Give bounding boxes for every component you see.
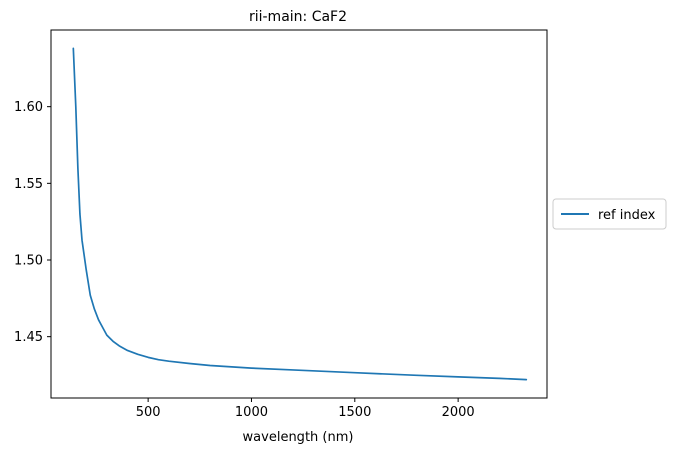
y-tick-label: 1.45: [14, 330, 43, 345]
legend-label: ref index: [598, 208, 656, 223]
y-tick-label: 1.60: [14, 100, 43, 115]
legend: ref index: [552, 198, 667, 230]
chart-title: rii-main: CaF2: [249, 9, 347, 25]
legend-box: [552, 198, 667, 230]
y-axis: 1.45 1.50 1.55 1.60: [14, 100, 51, 345]
plot-area: [50, 29, 548, 399]
x-tick-label: 500: [136, 405, 161, 420]
y-tick-label: 1.50: [14, 254, 43, 269]
x-tick-label: 1500: [338, 405, 371, 420]
series-line-ref-index: [72, 47, 528, 381]
x-axis-label: wavelength (nm): [243, 430, 354, 445]
series-layer: [72, 47, 528, 381]
y-tick-label: 1.55: [14, 177, 43, 192]
x-tick-label: 2000: [442, 405, 475, 420]
x-tick-label: 1000: [235, 405, 268, 420]
x-axis: 500 1000 1500 2000: [136, 398, 475, 420]
